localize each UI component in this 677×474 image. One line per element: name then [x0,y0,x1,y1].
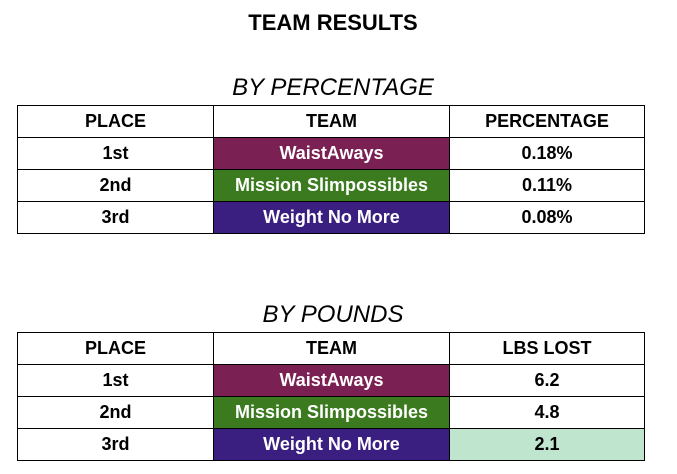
table-row: 3rd Weight No More 2.1 [17,428,645,461]
pounds-results-table: PLACE TEAM LBS LOST 1st WaistAways 6.2 2… [17,332,645,461]
table-header-row: PLACE TEAM PERCENTAGE [17,105,645,138]
team-cell: Weight No More [213,201,450,234]
table-row: 2nd Mission Slimpossibles 4.8 [17,396,645,429]
percentage-cell: 0.11% [449,169,645,202]
team-cell: Mission Slimpossibles [213,169,450,202]
header-place: PLACE [17,105,214,138]
section-title-by-pounds: BY POUNDS [262,301,404,328]
lbs-lost-cell: 4.8 [449,396,645,429]
place-cell: 3rd [17,428,214,461]
team-cell: Weight No More [213,428,450,461]
place-cell: 3rd [17,201,214,234]
header-team: TEAM [213,332,450,365]
place-cell: 1st [17,137,214,170]
header-percentage: PERCENTAGE [449,105,645,138]
table-header-row: PLACE TEAM LBS LOST [17,332,645,365]
place-cell: 2nd [17,396,214,429]
percentage-cell: 0.08% [449,201,645,234]
team-cell: WaistAways [213,364,450,397]
table-row: 1st WaistAways 6.2 [17,364,645,397]
team-cell: WaistAways [213,137,450,170]
header-lbs-lost: LBS LOST [449,332,645,365]
header-team: TEAM [213,105,450,138]
table-row: 2nd Mission Slimpossibles 0.11% [17,169,645,202]
lbs-lost-cell: 2.1 [449,428,645,461]
page-title: TEAM RESULTS [248,10,418,35]
team-cell: Mission Slimpossibles [213,396,450,429]
table-row: 3rd Weight No More 0.08% [17,201,645,234]
table-row: 1st WaistAways 0.18% [17,137,645,170]
place-cell: 1st [17,364,214,397]
section-title-by-percentage: BY PERCENTAGE [232,74,434,101]
percentage-cell: 0.18% [449,137,645,170]
lbs-lost-cell: 6.2 [449,364,645,397]
place-cell: 2nd [17,169,214,202]
percentage-results-table: PLACE TEAM PERCENTAGE 1st WaistAways 0.1… [17,105,645,234]
header-place: PLACE [17,332,214,365]
